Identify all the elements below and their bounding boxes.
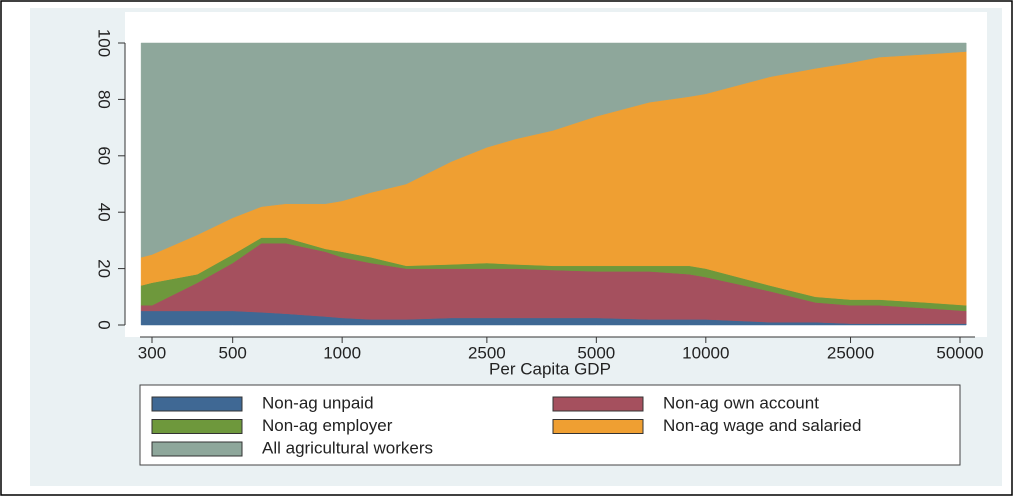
legend <box>139 384 961 466</box>
x-tick-label: 50000 <box>936 343 983 362</box>
x-tick-label: 5000 <box>577 343 615 362</box>
y-tick-label: 20 <box>95 259 114 278</box>
area <box>140 42 967 258</box>
x-tick-label: 2500 <box>468 343 506 362</box>
y-tick-label: 0 <box>95 320 114 329</box>
y-tick-label: 100 <box>95 29 114 57</box>
legend-swatch <box>552 419 644 434</box>
legend-label: Non-ag employer <box>262 416 393 435</box>
x-tick-label: 500 <box>218 343 246 362</box>
legend-swatch <box>151 396 243 412</box>
legend-swatch <box>151 419 243 434</box>
y-tick-label: 40 <box>95 203 114 222</box>
x-tick-label: 25000 <box>827 343 874 362</box>
x-tick-label: 300 <box>138 343 166 362</box>
x-axis-label: Per Capita GDP <box>489 359 611 378</box>
x-tick-label: 10000 <box>682 343 729 362</box>
legend-label: Non-ag wage and salaried <box>663 416 861 435</box>
legend-label: All agricultural workers <box>262 438 433 457</box>
y-tick-label: 60 <box>95 146 114 165</box>
x-tick-label: 1000 <box>323 343 361 362</box>
legend-label: Non-ag own account <box>663 393 819 412</box>
legend-swatch <box>552 396 644 412</box>
legend-label: Non-ag unpaid <box>262 393 374 412</box>
legend-swatch <box>151 441 243 457</box>
y-tick-label: 80 <box>95 90 114 109</box>
